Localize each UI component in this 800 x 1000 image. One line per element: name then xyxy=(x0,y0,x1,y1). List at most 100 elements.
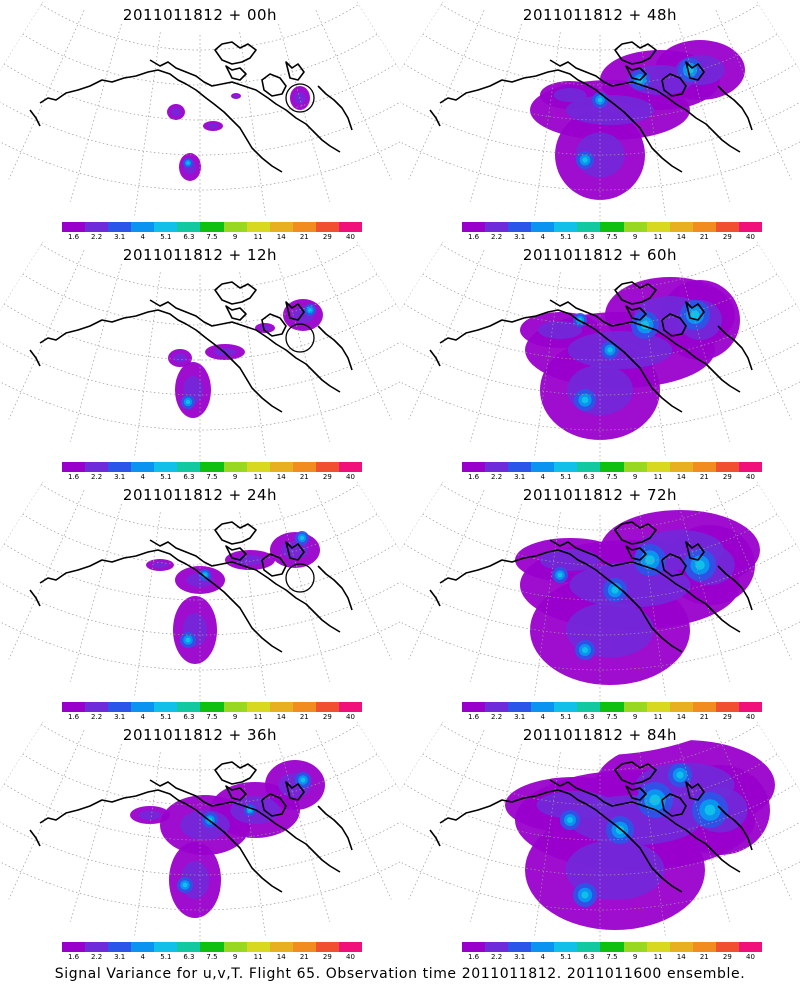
coastline xyxy=(214,281,257,305)
longitude-line xyxy=(534,272,561,456)
latitude-line xyxy=(440,484,760,531)
colorbar-label: 14 xyxy=(676,713,686,721)
variance-core xyxy=(186,161,190,165)
longitude-line xyxy=(534,512,561,696)
latitude-line xyxy=(0,813,400,876)
colorbar-labels: 1.6 2.2 3.1 4 5.1 6.3 7.5 9 11 14 21 29 40 xyxy=(62,472,362,482)
coastline xyxy=(29,109,41,127)
longitude-line xyxy=(0,0,50,149)
longitude-line xyxy=(315,490,392,660)
colorbar-swatches xyxy=(62,222,363,232)
coastline xyxy=(717,565,753,611)
coastline xyxy=(39,549,283,653)
colorbar-labels: 1.6 2.2 3.1 4 5.1 6.3 7.5 9 11 14 21 29 40 xyxy=(462,232,762,242)
coastline xyxy=(214,521,257,545)
latitude-line xyxy=(440,4,760,51)
observation-circle xyxy=(285,563,315,593)
coastline xyxy=(614,41,657,65)
longitude-line xyxy=(470,263,522,442)
colorbar: 1.6 2.2 3.1 4 5.1 6.3 7.5 9 11 14 21 29 40 xyxy=(462,702,763,722)
map-plot xyxy=(400,480,800,700)
colorbar-swatch xyxy=(131,942,155,952)
panel-title: 2011011812 + 84h xyxy=(522,726,678,744)
colorbar-label: 3.1 xyxy=(114,713,126,721)
colorbar-swatch xyxy=(715,942,739,952)
colorbar-label: 5.1 xyxy=(160,233,172,241)
colorbar-swatch xyxy=(600,702,624,712)
forecast-panel: 2011011812 + 00h 1.6 2.2 3.1 4 5.1 6.3 7.5 9 11 14… xyxy=(0,0,400,250)
coastline xyxy=(685,541,705,561)
colorbar-swatch xyxy=(554,462,578,472)
latitude-line xyxy=(0,602,400,671)
variance-region xyxy=(259,325,271,331)
colorbar-swatch xyxy=(315,942,339,952)
longitude-line xyxy=(470,503,522,682)
colorbar-swatch xyxy=(531,702,555,712)
colorbar-label: 4 xyxy=(140,953,145,961)
colorbar-label: 7.5 xyxy=(606,713,618,721)
colorbar-labels: 1.6 2.2 3.1 4 5.1 6.3 7.5 9 11 14 21 29 40 xyxy=(62,712,362,722)
latitude-line xyxy=(400,93,800,156)
longitude-line xyxy=(278,23,330,202)
longitude-line xyxy=(8,10,85,180)
colorbar-label: 40 xyxy=(745,473,755,481)
colorbar-label: 2.2 xyxy=(91,953,103,961)
variance-core xyxy=(649,794,661,806)
colorbar-labels: 1.6 2.2 3.1 4 5.1 6.3 7.5 9 11 14 21 29 40 xyxy=(462,472,762,482)
variance-core xyxy=(690,310,700,320)
coastline xyxy=(225,65,247,81)
variance-region xyxy=(152,562,168,568)
longitude-line xyxy=(408,490,485,660)
longitude-line xyxy=(0,480,50,629)
coastline xyxy=(225,545,247,561)
colorbar-label: 3.1 xyxy=(514,713,526,721)
longitude-line xyxy=(134,272,161,456)
colorbar-label: 40 xyxy=(745,233,755,241)
longitude-line xyxy=(678,23,730,202)
colorbar-label: 4 xyxy=(540,713,545,721)
forecast-panel: 2011011812 + 12h 1.6 2.2 3.1 4 5.1 6.3 7.5 9 11 14… xyxy=(0,240,400,490)
longitude-line xyxy=(678,743,730,922)
map-domain xyxy=(0,240,400,460)
colorbar-label: 14 xyxy=(676,953,686,961)
colorbar-label: 14 xyxy=(276,233,286,241)
colorbar-label: 3.1 xyxy=(514,473,526,481)
colorbar-label: 1.6 xyxy=(467,953,480,961)
panel-title: 2011011812 + 12h xyxy=(122,246,278,264)
latitude-line xyxy=(0,333,400,396)
colorbar-swatch xyxy=(485,942,509,952)
colorbar-swatch xyxy=(131,222,155,232)
variance-region xyxy=(538,321,582,339)
latitude-line xyxy=(440,724,760,771)
colorbar-swatch xyxy=(177,702,201,712)
colorbar-label: 29 xyxy=(722,473,732,481)
colorbar-swatch xyxy=(200,462,224,472)
colorbar-label: 11 xyxy=(253,953,263,961)
colorbar-label: 4 xyxy=(540,473,545,481)
colorbar-label: 14 xyxy=(676,233,686,241)
latitude-line xyxy=(422,513,778,566)
colorbar-swatches xyxy=(462,222,763,232)
longitude-line xyxy=(639,272,666,456)
figure-caption: Signal Variance for u,v,T. Flight 65. Ob… xyxy=(54,966,746,982)
latitude-line xyxy=(0,122,400,191)
colorbar-label: 6.3 xyxy=(183,713,195,721)
latitude-line xyxy=(40,4,360,51)
colorbar-label: 3.1 xyxy=(114,953,126,961)
colorbar-label: 3.1 xyxy=(514,953,526,961)
colorbar-label: 40 xyxy=(345,473,355,481)
colorbar-label: 7.5 xyxy=(206,953,218,961)
variance-core xyxy=(582,647,588,653)
colorbar-swatch xyxy=(269,942,293,952)
coastline xyxy=(149,539,341,633)
latitude-line xyxy=(400,813,800,876)
longitude-line xyxy=(639,32,666,216)
colorbar-label: 40 xyxy=(345,713,355,721)
colorbar-swatch xyxy=(485,702,509,712)
colorbar-label: 11 xyxy=(253,713,263,721)
colorbar-swatch xyxy=(485,462,509,472)
colorbar: 1.6 2.2 3.1 4 5.1 6.3 7.5 9 11 14 21 29 40 xyxy=(462,942,763,962)
colorbar-swatch xyxy=(462,702,486,712)
longitude-line xyxy=(70,263,122,442)
coastline xyxy=(661,553,687,577)
